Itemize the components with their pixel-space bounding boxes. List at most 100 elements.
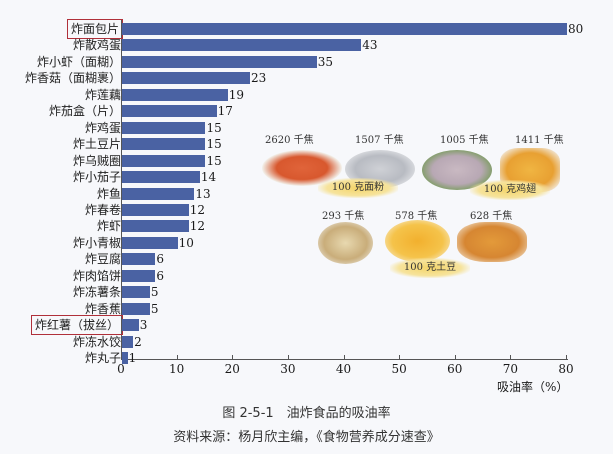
bar-value-label: 19 — [228, 87, 244, 102]
bar-value-label: 14 — [200, 170, 217, 185]
x-tick-label: 0 — [117, 362, 125, 376]
x-tick-mark — [232, 355, 234, 359]
category-label: 炸红薯（拔丝） — [30, 315, 124, 336]
bar — [122, 105, 217, 118]
burst-flour-label: 100 克面粉 — [318, 178, 398, 198]
category-label: 炸小茄子 — [72, 170, 121, 185]
bar-value-label: 15 — [206, 153, 222, 168]
bar-value-label: 10 — [178, 235, 194, 250]
x-axis-label: 吸油率（%） — [497, 380, 569, 394]
bar-value-label: 15 — [206, 120, 222, 135]
category-label: 炸冻薯条 — [72, 285, 121, 300]
bar-value-label: 80 — [568, 22, 584, 36]
x-tick-mark — [121, 355, 122, 359]
x-tick-label: 40 — [335, 362, 352, 376]
x-tick-mark — [343, 355, 345, 359]
bar-row: 炸面包片 80 — [0, 19, 613, 39]
category-label: 炸面包片 — [66, 19, 124, 39]
category-label: 炸鸡蛋 — [84, 120, 121, 135]
figure-source: 资料来源：杨月欣主编，《食物营养成分速查》 — [173, 430, 440, 445]
bar-value-label: 23 — [250, 71, 267, 86]
bar-row: 炸豆腐 6 — [0, 251, 613, 267]
bar-value-label: 1 — [128, 351, 137, 365]
x-axis-line — [121, 359, 568, 360]
category-label: 炸土豆片 — [72, 137, 121, 152]
x-tick-label: 80 — [558, 362, 574, 376]
bar — [122, 121, 206, 134]
fried-potato-strips-image — [457, 222, 527, 262]
x-tick-mark — [566, 355, 567, 359]
bar-value-label: 3 — [139, 318, 148, 333]
x-tick-label: 10 — [168, 362, 185, 376]
bar-row: 炸小茄子 14 — [0, 169, 613, 185]
kj-label: 1507 千焦 — [355, 135, 404, 146]
bar — [122, 335, 134, 348]
bar-row: 炸土豆片 15 — [0, 136, 613, 152]
bar-row: 炸小虾（面糊） 35 — [0, 54, 613, 70]
x-tick-mark — [287, 355, 289, 359]
category-label: 炸肉馅饼 — [72, 268, 121, 283]
bar — [122, 23, 567, 35]
bar — [122, 302, 150, 315]
raw-potato-image — [318, 222, 373, 264]
x-tick-mark — [454, 355, 456, 359]
bar-value-label: 35 — [317, 54, 333, 69]
x-tick-label: 70 — [502, 362, 519, 376]
bar — [122, 220, 189, 233]
bar — [122, 39, 362, 52]
y-axis-line — [121, 20, 122, 360]
bar-value-label: 13 — [195, 186, 211, 201]
category-label: 炸小青椒 — [72, 235, 121, 250]
category-label: 炸散鸡蛋 — [72, 38, 121, 53]
category-label: 炸丸子 — [84, 351, 121, 365]
x-tick-mark — [510, 355, 512, 359]
bar-value-label: 2 — [134, 334, 142, 349]
category-label: 炸乌贼圈 — [72, 153, 121, 168]
fried-potato-slices-image — [385, 220, 450, 262]
kj-label: 628 千焦 — [470, 211, 513, 222]
category-label: 炸豆腐 — [84, 252, 121, 267]
bar-value-label: 6 — [156, 252, 165, 267]
bar-row: 炸香菇（面糊裹） 23 — [0, 70, 613, 86]
bar-value-label: 17 — [217, 104, 233, 119]
bar — [122, 72, 250, 85]
bar-row: 炸莲藕 19 — [0, 87, 613, 103]
bar-row: 炸丸子 1 — [0, 350, 613, 366]
bar — [122, 319, 139, 332]
bar-row: 炸小青椒 10 — [0, 235, 613, 251]
category-label: 炸小虾（面糊） — [36, 54, 121, 69]
bar-value-label: 6 — [156, 268, 165, 283]
bar-row: 炸鸡蛋 15 — [0, 120, 613, 136]
x-tick-label: 50 — [391, 362, 407, 376]
bar-row: 炸春卷 12 — [0, 202, 613, 218]
bar-value-label: 12 — [189, 219, 206, 234]
kj-label: 1005 千焦 — [440, 135, 489, 146]
category-label: 炸茄盒（片） — [48, 104, 121, 119]
bar — [122, 203, 189, 216]
bar-row: 炸红薯（拔丝） 3 — [0, 315, 613, 336]
bar — [122, 352, 128, 364]
category-label: 炸香菇（面糊裹） — [24, 71, 121, 86]
bar — [122, 286, 150, 299]
bar-value-label: 5 — [150, 301, 159, 316]
category-label: 炸莲藕 — [84, 87, 121, 102]
bar — [122, 269, 156, 282]
burst-potato-label: 100 克土豆 — [390, 258, 470, 278]
figure-caption: 图 2-5-1 油炸食品的吸油率 — [222, 406, 391, 421]
bar-value-label: 12 — [189, 202, 206, 217]
bar — [122, 171, 200, 184]
bar-row: 炸散鸡蛋 43 — [0, 37, 613, 53]
bar-value-label: 43 — [362, 38, 378, 53]
x-tick-label: 20 — [224, 362, 240, 376]
bar — [122, 236, 178, 249]
category-label: 炸鱼 — [96, 186, 121, 201]
bar-row: 炸鱼 13 — [0, 186, 613, 202]
kj-label: 578 千焦 — [395, 211, 438, 222]
bar-row: 炸冻水饺 2 — [0, 334, 613, 350]
bar-value-label: 15 — [206, 137, 222, 152]
bar — [122, 154, 206, 167]
bar — [122, 138, 206, 151]
burst-chicken-label: 100 克鸡翅 — [470, 180, 550, 200]
bar-row: 炸乌贼圈 15 — [0, 153, 613, 169]
category-label: 炸虾 — [96, 219, 121, 234]
